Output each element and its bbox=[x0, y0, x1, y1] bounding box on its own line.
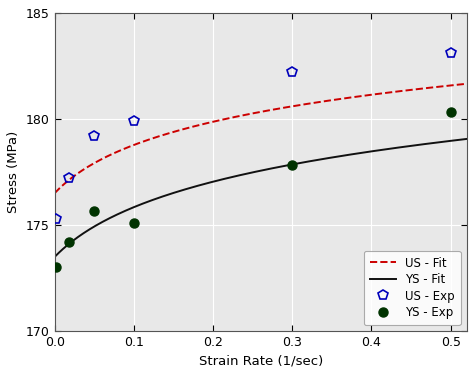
YS - Exp bbox=[131, 220, 137, 225]
US - Fit bbox=[362, 93, 368, 98]
YS - Fit bbox=[327, 156, 333, 160]
YS - Fit bbox=[362, 150, 368, 154]
US - Fit bbox=[238, 113, 244, 118]
US - Fit bbox=[294, 103, 300, 108]
US - Exp bbox=[131, 118, 137, 123]
Line: US - Fit: US - Fit bbox=[55, 84, 466, 193]
YS - Exp bbox=[290, 163, 295, 168]
US - Fit bbox=[464, 81, 469, 86]
YS - Exp bbox=[448, 110, 454, 115]
US - Fit bbox=[52, 191, 58, 195]
YS - Fit bbox=[125, 207, 130, 212]
YS - Exp bbox=[66, 240, 72, 244]
YS - Exp bbox=[91, 209, 97, 213]
Line: YS - Exp: YS - Exp bbox=[51, 108, 455, 272]
US - Exp bbox=[290, 70, 295, 74]
US - Fit bbox=[327, 98, 333, 103]
YS - Fit bbox=[52, 255, 58, 259]
YS - Fit bbox=[158, 195, 164, 200]
US - Fit bbox=[158, 134, 164, 138]
YS - Fit bbox=[294, 161, 300, 166]
Legend: US - Fit, YS - Fit, US - Exp, YS - Exp: US - Fit, YS - Fit, US - Exp, YS - Exp bbox=[364, 251, 461, 325]
Line: YS - Fit: YS - Fit bbox=[55, 139, 466, 257]
Y-axis label: Stress (MPa): Stress (MPa) bbox=[8, 130, 20, 213]
US - Exp bbox=[448, 51, 454, 55]
US - Exp bbox=[91, 134, 97, 138]
US - Fit bbox=[125, 145, 130, 150]
Line: US - Exp: US - Exp bbox=[51, 48, 456, 224]
X-axis label: Strain Rate (1/sec): Strain Rate (1/sec) bbox=[199, 354, 323, 368]
YS - Fit bbox=[238, 173, 244, 177]
US - Exp bbox=[66, 176, 72, 180]
YS - Exp bbox=[53, 265, 58, 270]
US - Exp bbox=[53, 216, 58, 221]
YS - Fit bbox=[464, 137, 469, 141]
